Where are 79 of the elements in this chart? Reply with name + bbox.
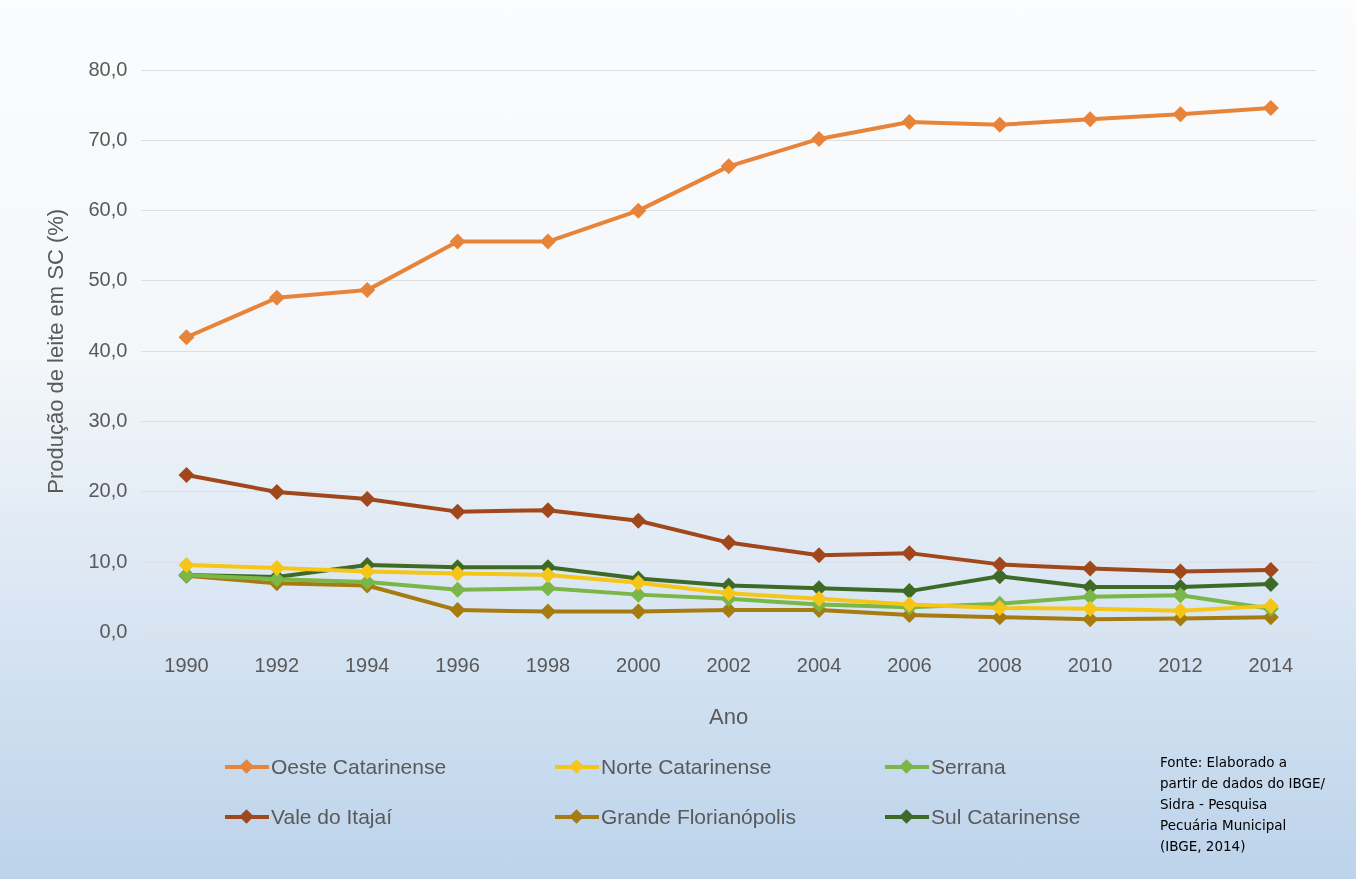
point bbox=[811, 130, 828, 147]
x-tick-label: 1994 bbox=[344, 654, 390, 677]
point bbox=[630, 202, 647, 219]
legend-label: Oeste Catarinense bbox=[271, 755, 447, 779]
legend-label: Norte Catarinense bbox=[601, 755, 772, 779]
point bbox=[449, 565, 466, 582]
point bbox=[1262, 562, 1279, 579]
x-tick-label: 2012 bbox=[1158, 654, 1203, 677]
point bbox=[449, 602, 466, 619]
x-tick-label: 1992 bbox=[254, 654, 300, 677]
point bbox=[720, 158, 737, 175]
point bbox=[811, 590, 828, 607]
point bbox=[539, 566, 556, 583]
legend-label: Grande Florianópolis bbox=[601, 805, 796, 829]
point bbox=[1082, 560, 1099, 577]
point bbox=[991, 568, 1008, 585]
x-tick-label: 2004 bbox=[796, 654, 842, 677]
point bbox=[630, 574, 647, 591]
point bbox=[1172, 602, 1189, 619]
point bbox=[539, 603, 556, 620]
point bbox=[1172, 106, 1189, 123]
point bbox=[268, 559, 285, 576]
point bbox=[1082, 600, 1099, 617]
point bbox=[449, 581, 466, 598]
x-tick-label: 2006 bbox=[887, 654, 932, 677]
x-tick-label: 1996 bbox=[435, 654, 480, 677]
point bbox=[268, 483, 285, 500]
x-tick-label: 1998 bbox=[525, 654, 571, 677]
point bbox=[539, 502, 556, 519]
y-tick-label: 0,0 bbox=[99, 620, 128, 643]
x-tick-label: 2010 bbox=[1067, 654, 1113, 677]
point bbox=[1172, 563, 1189, 580]
point bbox=[539, 233, 556, 250]
point bbox=[901, 545, 918, 562]
point bbox=[1082, 111, 1099, 128]
legend-label: Vale do Itajaí bbox=[271, 805, 393, 829]
y-tick-label: 30,0 bbox=[88, 409, 128, 432]
point bbox=[1082, 588, 1099, 605]
point bbox=[1262, 99, 1279, 116]
point bbox=[991, 116, 1008, 133]
point bbox=[901, 583, 918, 600]
point bbox=[1172, 587, 1189, 604]
point bbox=[630, 603, 647, 620]
point bbox=[630, 586, 647, 603]
point bbox=[359, 282, 376, 299]
point bbox=[991, 599, 1008, 616]
y-tick-label: 20,0 bbox=[88, 479, 128, 502]
point bbox=[449, 233, 466, 250]
point bbox=[720, 585, 737, 602]
y-tick-label: 70,0 bbox=[88, 127, 128, 150]
point bbox=[539, 580, 556, 597]
x-tick-label: 2000 bbox=[616, 654, 661, 677]
y-tick-label: 10,0 bbox=[88, 549, 128, 572]
point bbox=[449, 503, 466, 520]
point bbox=[1262, 576, 1279, 593]
legend-label: Sul Catarinense bbox=[931, 805, 1081, 829]
x-axis-title: Ano bbox=[709, 703, 749, 729]
y-axis-title: Produção de leite em SC (%) bbox=[43, 208, 69, 494]
point bbox=[178, 557, 195, 574]
point bbox=[811, 547, 828, 564]
x-tick-label: 2002 bbox=[706, 654, 751, 677]
legend-label: Serrana bbox=[931, 755, 1006, 779]
point bbox=[901, 114, 918, 131]
point bbox=[359, 563, 376, 580]
y-tick-label: 40,0 bbox=[88, 338, 128, 361]
point bbox=[268, 289, 285, 306]
x-tick-label: 2008 bbox=[977, 654, 1022, 677]
y-tick-label: 60,0 bbox=[88, 198, 128, 221]
x-tick-label: 1990 bbox=[164, 654, 209, 677]
point bbox=[178, 467, 195, 484]
point bbox=[178, 329, 195, 346]
x-tick-label: 2014 bbox=[1248, 654, 1294, 677]
point bbox=[991, 556, 1008, 573]
point bbox=[720, 534, 737, 551]
point bbox=[359, 490, 376, 507]
point bbox=[630, 512, 647, 529]
y-tick-label: 80,0 bbox=[88, 57, 128, 80]
source-note: Fonte: Elaborado a partir de dados do IBGE/ Sidra - Pesquisa Pecuária Municipal (IBGE, 2014) bbox=[1160, 753, 1327, 856]
y-tick-label: 50,0 bbox=[88, 268, 128, 291]
